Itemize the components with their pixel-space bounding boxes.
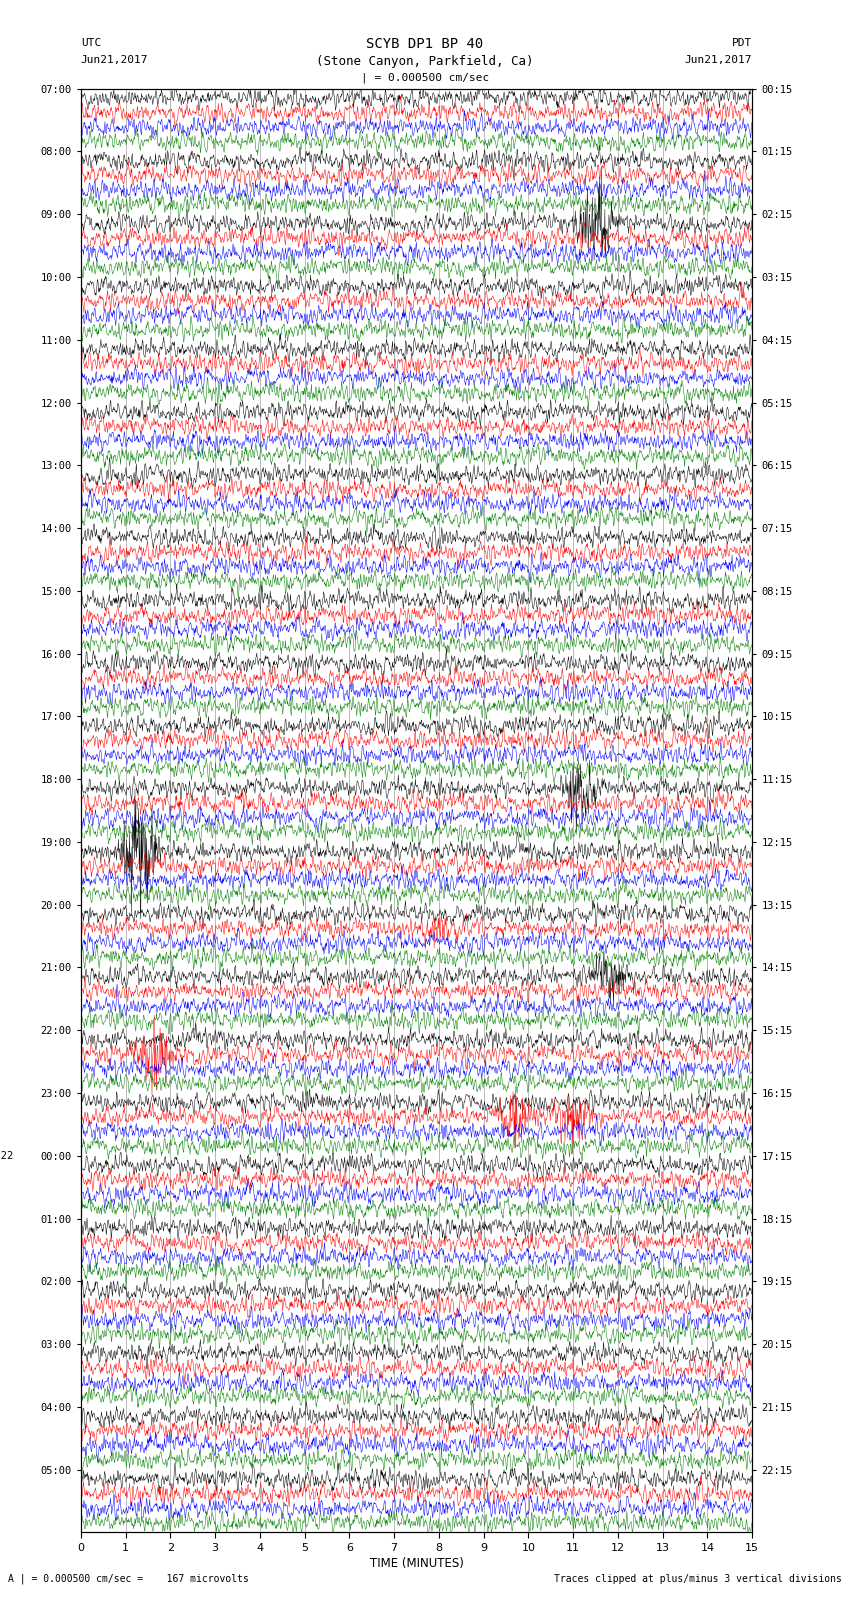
Text: PDT: PDT <box>732 39 752 48</box>
Text: | = 0.000500 cm/sec: | = 0.000500 cm/sec <box>361 73 489 84</box>
X-axis label: TIME (MINUTES): TIME (MINUTES) <box>370 1557 463 1569</box>
Text: (Stone Canyon, Parkfield, Ca): (Stone Canyon, Parkfield, Ca) <box>316 55 534 68</box>
Text: Traces clipped at plus/minus 3 vertical divisions: Traces clipped at plus/minus 3 vertical … <box>553 1574 842 1584</box>
Text: Jun21,2017: Jun21,2017 <box>685 55 752 65</box>
Text: Jun21,2017: Jun21,2017 <box>81 55 148 65</box>
Text: UTC: UTC <box>81 39 101 48</box>
Text: Jun22: Jun22 <box>0 1150 14 1161</box>
Text: A | = 0.000500 cm/sec =    167 microvolts: A | = 0.000500 cm/sec = 167 microvolts <box>8 1573 249 1584</box>
Text: SCYB DP1 BP 40: SCYB DP1 BP 40 <box>366 37 484 50</box>
